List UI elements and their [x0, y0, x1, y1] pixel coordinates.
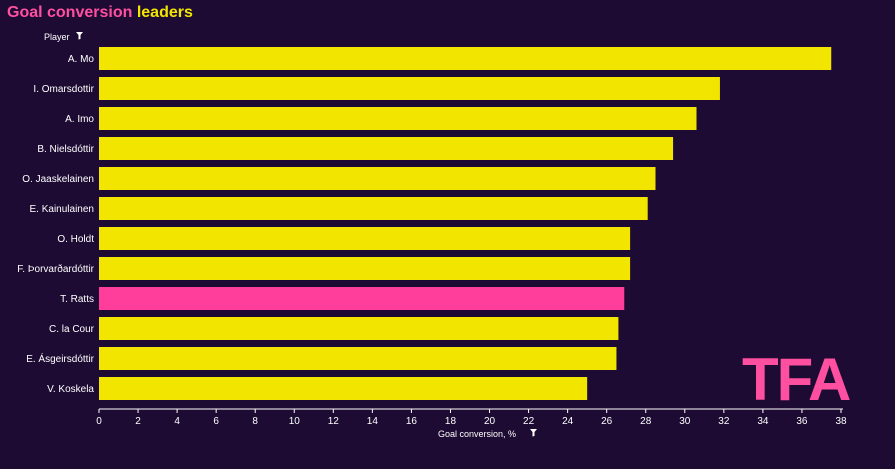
player-label-8: T. Ratts [60, 294, 94, 305]
bar-11[interactable] [99, 377, 588, 400]
player-label-11: V. Koskela [47, 384, 94, 395]
x-tick-label-8: 16 [406, 416, 418, 427]
x-tick-label-18: 36 [796, 416, 808, 427]
chart-title: Goal conversion leaders [7, 4, 193, 22]
bar-2[interactable] [99, 107, 697, 130]
x-tick-label-6: 12 [328, 416, 340, 427]
bar-0[interactable] [99, 47, 832, 70]
x-tick-label-11: 22 [523, 416, 535, 427]
player-labels: A. Mo I. Omarsdottir A. Imo B. Nielsdóttir O… [17, 54, 94, 395]
x-tick-label-19: 38 [835, 416, 847, 427]
x-tick-label-14: 28 [640, 416, 652, 427]
bars-layer [99, 47, 832, 400]
title-part-1: Goal conversion [7, 4, 133, 21]
y-axis-title: Player [44, 32, 70, 42]
bar-6[interactable] [99, 227, 631, 250]
player-label-4: O. Jaaskelainen [22, 174, 94, 185]
x-tick-label-16: 32 [718, 416, 730, 427]
x-tick-label-3: 6 [213, 416, 219, 427]
x-tick-label-12: 24 [562, 416, 574, 427]
bar-7[interactable] [99, 257, 631, 280]
x-tick-label-1: 2 [135, 416, 141, 427]
player-label-5: E. Kainulainen [30, 204, 95, 215]
bar-10[interactable] [99, 347, 617, 370]
tfa-logo: TFA [742, 346, 851, 413]
bar-9[interactable] [99, 317, 619, 340]
player-label-0: A. Mo [68, 54, 95, 65]
x-tick-label-0: 0 [96, 416, 102, 427]
x-tick-label-10: 20 [484, 416, 496, 427]
x-axis: 0 2 4 6 8 10 12 14 16 18 20 22 24 26 28 30 32 34 36 38 [96, 408, 847, 427]
x-tick-label-2: 4 [174, 416, 180, 427]
y-axis-filter-icon[interactable] [76, 32, 83, 40]
bar-3[interactable] [99, 137, 674, 160]
player-label-7: F. Þorvarðardóttir [17, 263, 94, 275]
x-tick-label-9: 18 [445, 416, 457, 427]
x-tick-label-7: 14 [367, 416, 379, 427]
player-label-3: B. Nielsdóttir [37, 144, 94, 155]
title-part-2: leaders [136, 4, 193, 21]
x-tick-label-13: 26 [601, 416, 613, 427]
bar-8[interactable] [99, 287, 625, 310]
x-tick-label-17: 34 [757, 416, 769, 427]
player-label-10: E. Ásgeirsdóttir [26, 352, 94, 365]
x-axis-filter-icon[interactable] [530, 429, 537, 437]
bar-1[interactable] [99, 77, 720, 100]
bar-4[interactable] [99, 167, 656, 190]
x-tick-label-5: 10 [289, 416, 301, 427]
player-label-6: O. Holdt [57, 234, 94, 245]
x-tick-label-4: 8 [252, 416, 258, 427]
x-tick-label-15: 30 [679, 416, 691, 427]
x-axis-title: Goal conversion, % [438, 429, 516, 439]
player-label-2: A. Imo [65, 114, 94, 125]
player-label-1: I. Omarsdottir [33, 84, 94, 95]
player-label-9: C. la Cour [49, 324, 95, 335]
bar-5[interactable] [99, 197, 648, 220]
